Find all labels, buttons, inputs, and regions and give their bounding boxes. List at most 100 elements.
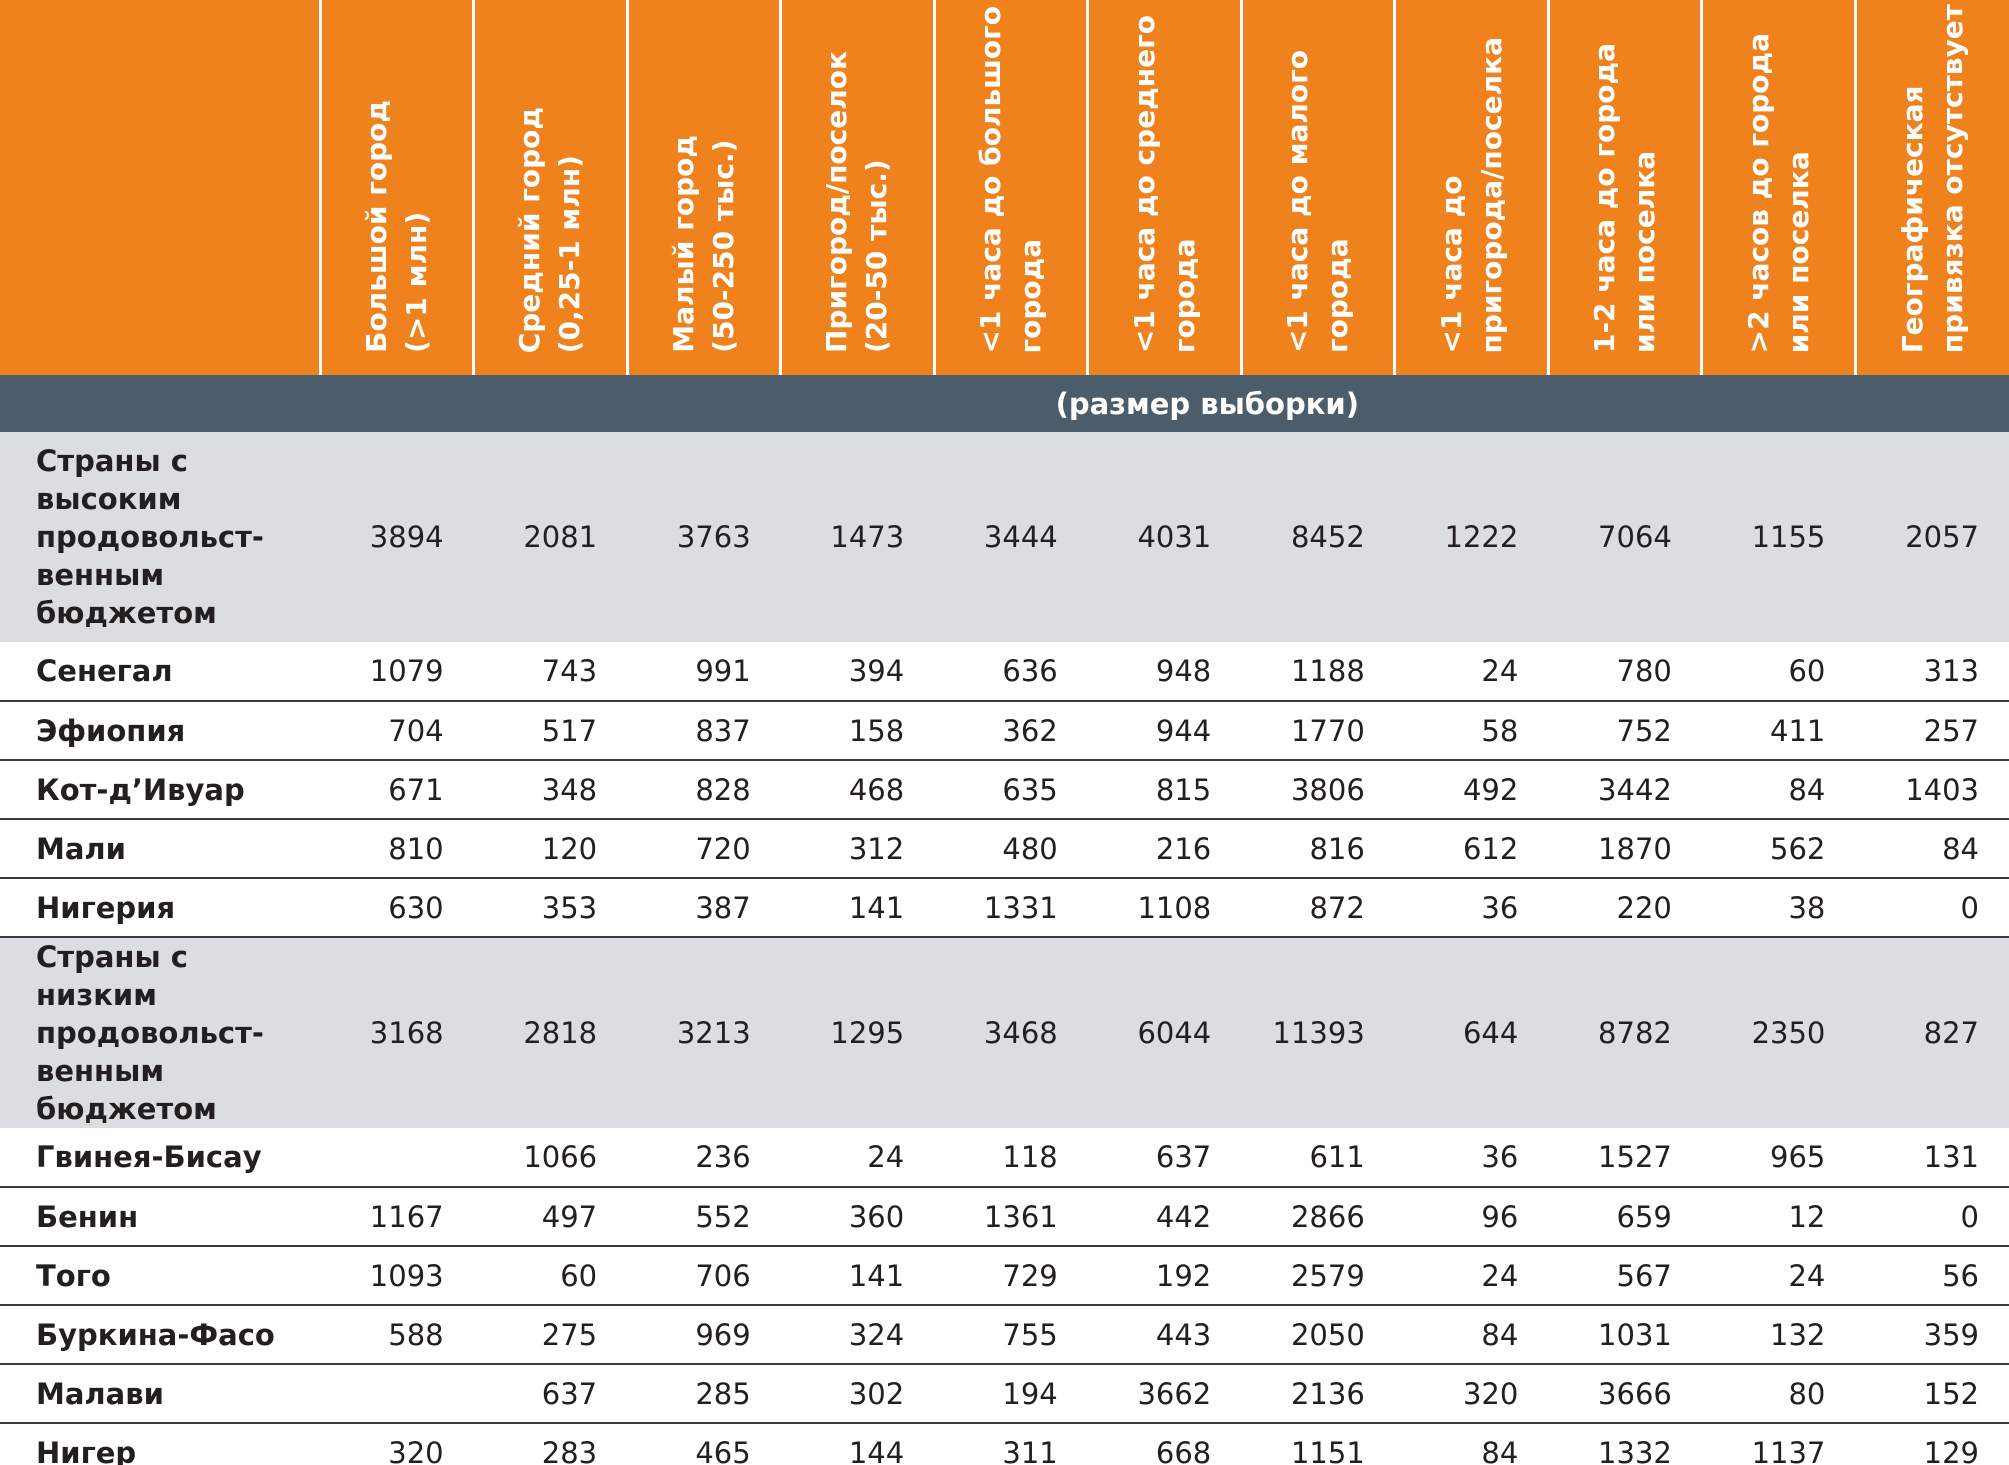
sample-size-cell: 2136	[1241, 1364, 1395, 1424]
sample-size-cell: 816	[1241, 819, 1395, 879]
country-label: Сенегал	[0, 642, 321, 702]
group-row: Страны с высоким продовольст-венным бюджето…	[0, 432, 2009, 642]
sample-size-cell: 668	[1087, 1423, 1242, 1465]
country-label: Мали	[0, 819, 321, 879]
column-header-line: пригорода/поселка	[1474, 36, 1508, 353]
sample-size-cell: 3468	[934, 937, 1088, 1128]
sample-size-cell: 1295	[780, 937, 935, 1128]
sample-size-cell: 2818	[473, 937, 628, 1128]
sample-size-cell: 1770	[1241, 701, 1395, 761]
sample-size-cell: 220	[1548, 878, 1702, 938]
sample-size-cell: 84	[1394, 1423, 1549, 1465]
sample-size-cell: 236	[627, 1128, 781, 1188]
sample-size-cell: 780	[1548, 642, 1702, 702]
country-row: Малави 637 285 302 194 3662 2136 320 3666 80 152	[0, 1364, 2009, 1424]
sample-size-cell: 353	[473, 878, 628, 938]
sample-size-cell: 720	[627, 819, 781, 879]
country-row: Эфиопия 704 517 837 158 362 944 1770 58 752 411 257	[0, 701, 2009, 761]
sample-size-cell: 38	[1701, 878, 1856, 938]
sample-size-cell: 552	[627, 1187, 781, 1247]
column-header-line: или поселка	[1628, 150, 1662, 353]
sample-size-cell: 1403	[1855, 760, 2009, 820]
group-label: Страны с низким продовольст-венным бюджето…	[0, 937, 321, 1128]
column-header-line: <1 часа до малого	[1281, 49, 1315, 353]
sample-size-cell: 7064	[1548, 432, 1702, 642]
sample-size-cell: 3894	[320, 432, 474, 642]
column-header-1: Большой город (>1 млн)	[318, 0, 474, 375]
sample-size-cell: 24	[1394, 1246, 1549, 1306]
group-label-line: продовольст-	[36, 1016, 264, 1050]
column-header-text: Географическая привязка отсутствует	[1893, 4, 1973, 353]
sample-size-cell	[320, 1364, 474, 1424]
sample-size-cell: 965	[1701, 1128, 1856, 1188]
column-header-text: <1 часа до большого города	[971, 6, 1051, 353]
sample-size-cell: 12	[1701, 1187, 1856, 1247]
sample-size-cell: 257	[1855, 701, 2009, 761]
sample-size-cell: 659	[1548, 1187, 1702, 1247]
sample-size-cell: 644	[1394, 937, 1549, 1128]
sample-size-cell: 636	[934, 642, 1088, 702]
sample-size-cell: 362	[934, 701, 1088, 761]
country-label: Бенин	[0, 1187, 321, 1247]
sample-size-cell: 611	[1241, 1128, 1395, 1188]
sample-size-cell: 285	[627, 1364, 781, 1424]
group-label: Страны с высоким продовольст-венным бюджето…	[0, 432, 321, 642]
country-row: Того 1093 60 706 141 729 192 2579 24 567 24 56	[0, 1246, 2009, 1306]
sample-size-cell: 468	[780, 760, 935, 820]
sample-size-cell: 36	[1394, 1128, 1549, 1188]
sample-size-cell: 56	[1855, 1246, 2009, 1306]
column-header-row: Большой город (>1 млн) Средний город (0,25-…	[0, 0, 2009, 375]
sample-size-cell: 360	[780, 1187, 935, 1247]
sample-size-cell: 2866	[1241, 1187, 1395, 1247]
sample-size-cell: 131	[1855, 1128, 2009, 1188]
sample-size-cell: 2350	[1701, 937, 1856, 1128]
country-row: Буркина-Фасо 588 275 969 324 755 443 2050 84 1031…	[0, 1305, 2009, 1365]
country-row: Нигер 320 283 465 144 311 668 1151 84 1332 1137 129	[0, 1423, 2009, 1465]
sample-size-cell: 60	[473, 1246, 628, 1306]
sample-size-cell: 567	[1548, 1246, 1702, 1306]
country-row: Сенегал 1079 743 991 394 636 948 1188 24 780 60 313	[0, 642, 2009, 702]
sample-size-cell: 394	[780, 642, 935, 702]
sample-size-cell: 837	[627, 701, 781, 761]
sample-size-cell: 480	[934, 819, 1088, 879]
sample-size-cell: 0	[1855, 878, 2009, 938]
column-header-line: (20-50 тыс.)	[860, 159, 894, 353]
sample-size-cell: 1079	[320, 642, 474, 702]
group-label-line: бюджетом	[36, 596, 217, 630]
country-label: Нигерия	[0, 878, 321, 938]
sample-size-cell: 80	[1701, 1364, 1856, 1424]
column-header-9: 1-2 часа до города или поселка	[1546, 0, 1702, 375]
sample-size-cell: 84	[1394, 1305, 1549, 1365]
sample-size-cell: 1155	[1701, 432, 1856, 642]
sample-size-cell: 944	[1087, 701, 1242, 761]
sample-size-cell: 275	[473, 1305, 628, 1365]
column-header-5: <1 часа до большого города	[932, 0, 1088, 375]
sample-size-cell: 411	[1701, 701, 1856, 761]
sample-size-cell: 84	[1701, 760, 1856, 820]
sample-size-band-label: (размер выборки)	[0, 375, 2009, 432]
sample-size-cell: 1108	[1087, 878, 1242, 938]
column-header-7: <1 часа до малого города	[1239, 0, 1395, 375]
sample-size-cell: 96	[1394, 1187, 1549, 1247]
column-header-text: Пригород/поселок (20-50 тыс.)	[817, 51, 897, 353]
country-row: Гвинея-Бисау 1066 236 24 118 637 611 36 1527 965 1…	[0, 1128, 2009, 1188]
column-header-text: >2 часов до города или поселка	[1739, 33, 1819, 353]
sample-size-cell: 8452	[1241, 432, 1395, 642]
group-label-line: высоким	[36, 482, 182, 516]
sample-size-cell: 24	[1394, 642, 1549, 702]
sample-size-cell: 637	[1087, 1128, 1242, 1188]
sample-size-cell: 3444	[934, 432, 1088, 642]
column-header-text: <1 часа до пригорода/поселка	[1432, 37, 1512, 353]
column-header-6: <1 часа до среднего города	[1086, 0, 1242, 375]
sample-size-cell: 872	[1241, 878, 1395, 938]
sample-size-cell: 3806	[1241, 760, 1395, 820]
sample-size-cell: 1361	[934, 1187, 1088, 1247]
sample-size-cell: 84	[1855, 819, 2009, 879]
country-row: Мали 810 120 720 312 480 216 816 612 1870 562 84	[0, 819, 2009, 879]
country-label: Малави	[0, 1364, 321, 1424]
column-header-text: Средний город (0,25-1 млн)	[510, 107, 590, 353]
sample-size-cell: 706	[627, 1246, 781, 1306]
group-label-line: венным	[36, 1054, 165, 1088]
